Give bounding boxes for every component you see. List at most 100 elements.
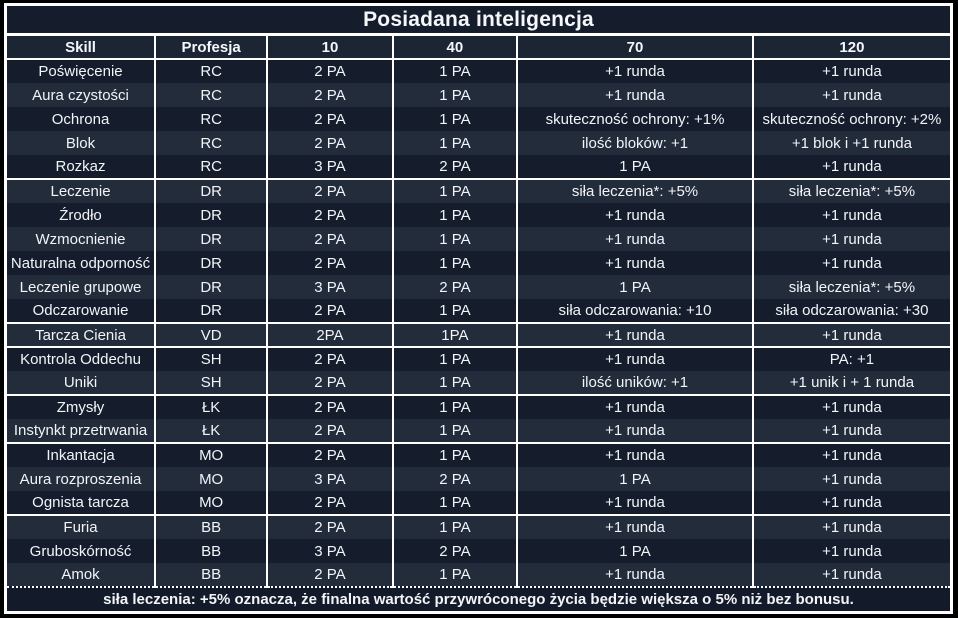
cell-40: 2 PA <box>391 155 518 179</box>
column-header-40: 40 <box>391 36 518 60</box>
cell-120: +1 runda <box>751 563 950 587</box>
footnote-row: siła leczenia: +5% oznacza, że finalna w… <box>7 586 950 611</box>
cell-10: 2 PA <box>266 563 393 587</box>
cell-10: 2 PA <box>266 394 393 419</box>
cell-profession: SH <box>154 371 268 395</box>
cell-10: 2 PA <box>266 346 393 371</box>
cell-70: siła odczarowania: +10 <box>516 299 753 323</box>
cell-70: +1 runda <box>516 563 753 587</box>
table-row: Inkantacja MO 2 PA 1 PA +1 runda +1 runda <box>7 442 950 467</box>
cell-skill: Ochrona <box>51 110 110 128</box>
cell-10: 3 PA <box>266 467 393 491</box>
cell-10: 2 PA <box>266 59 393 83</box>
cell-10: 3 PA <box>266 275 393 299</box>
cell-120: +1 runda <box>751 442 950 467</box>
table-row: Zmysły ŁK 2 PA 1 PA +1 runda +1 runda <box>7 394 950 419</box>
cell-40: 2 PA <box>391 539 518 563</box>
cell-40: 1PA <box>391 322 518 347</box>
cell-40: 1 PA <box>391 83 518 107</box>
cell-profession: ŁK <box>154 394 268 419</box>
cell-120: +1 runda <box>751 203 950 227</box>
cell-skill: Gruboskórność <box>29 542 132 560</box>
cell-10: 2 PA <box>266 442 393 467</box>
cell-40: 1 PA <box>391 394 518 419</box>
table-row: Kontrola Oddechu SH 2 PA 1 PA +1 runda PA: +1 <box>7 346 950 371</box>
cell-skill: Furia <box>7 514 156 539</box>
cell-120: +1 runda <box>751 467 950 491</box>
table-row: Rozkaz RC 3 PA 2 PA 1 PA +1 runda <box>7 155 950 179</box>
table-row: Ochrona RC 2 PA 1 PA skuteczność ochrony: +1… <box>7 107 950 131</box>
cell-skill: Wzmocnienie <box>35 230 126 248</box>
cell-skill: Odczarowanie <box>32 302 129 319</box>
cell-40: 1 PA <box>391 346 518 371</box>
cell-70: +1 runda <box>516 346 753 371</box>
cell-10: 2 PA <box>266 227 393 251</box>
cell-profession: SH <box>154 346 268 371</box>
cell-profession: VD <box>154 322 268 347</box>
cell-profession: RC <box>154 155 268 179</box>
cell-skill: Zmysły <box>7 394 156 419</box>
cell-40: 1 PA <box>391 178 518 203</box>
cell-70: +1 runda <box>516 251 753 275</box>
cell-profession: RC <box>154 83 268 107</box>
cell-10: 3 PA <box>266 155 393 179</box>
header-row: Skill Profesja 10 40 70 120 <box>7 36 950 60</box>
table-row: Odczarowanie DR 2 PA 1 PA siła odczarowania:… <box>7 299 950 323</box>
cell-70: ilość uników: +1 <box>516 371 753 395</box>
cell-10: 2 PA <box>266 107 393 131</box>
cell-70: 1 PA <box>516 275 753 299</box>
cell-120: +1 blok i +1 runda <box>751 131 950 155</box>
table-row: Leczenie DR 2 PA 1 PA siła leczenia*: +5% sił… <box>7 178 950 203</box>
cell-profession: MO <box>154 491 268 515</box>
cell-skill: Kontrola Oddechu <box>7 346 156 371</box>
cell-120: siła odczarowania: +30 <box>751 299 950 323</box>
cell-10: 2 PA <box>266 491 393 515</box>
column-header-10: 10 <box>266 36 393 60</box>
column-header-skill: Skill <box>7 36 156 60</box>
cell-skill: Źrodło <box>59 206 102 224</box>
cell-10: 2 PA <box>266 251 393 275</box>
cell-profession: MO <box>154 442 268 467</box>
cell-profession: DR <box>154 227 268 251</box>
cell-70: ilość bloków: +1 <box>516 131 753 155</box>
cell-120: +1 runda <box>751 251 950 275</box>
cell-120: +1 runda <box>751 83 950 107</box>
cell-120: +1 runda <box>751 514 950 539</box>
cell-70: +1 runda <box>516 442 753 467</box>
table-row: Aura rozproszenia MO 3 PA 2 PA 1 PA +1 runda <box>7 467 950 491</box>
cell-10: 2 PA <box>266 299 393 323</box>
table-row: Aura czystości RC 2 PA 1 PA +1 runda +1 runda <box>7 83 950 107</box>
table-row: Leczenie grupowe DR 3 PA 2 PA 1 PA siła lecze… <box>7 275 950 299</box>
cell-profession: BB <box>154 563 268 587</box>
cell-120: +1 unik i + 1 runda <box>751 371 950 395</box>
cell-40: 1 PA <box>391 251 518 275</box>
cell-10: 2 PA <box>266 514 393 539</box>
intelligence-table-panel: Posiadana inteligencja Skill Profesja 10… <box>4 3 953 614</box>
cell-profession: DR <box>154 178 268 203</box>
skill-table-body: Poświęcenie RC 2 PA 1 PA +1 runda +1 runda Aur… <box>7 59 950 587</box>
cell-profession: DR <box>154 275 268 299</box>
cell-40: 1 PA <box>391 131 518 155</box>
table-row: Naturalna odporność DR 2 PA 1 PA +1 runda +1 … <box>7 251 950 275</box>
cell-40: 1 PA <box>391 227 518 251</box>
cell-10: 2PA <box>266 322 393 347</box>
cell-skill: Leczenie <box>7 178 156 203</box>
cell-40: 1 PA <box>391 203 518 227</box>
cell-profession: DR <box>154 203 268 227</box>
cell-70: +1 runda <box>516 83 753 107</box>
cell-skill: Poświęcenie <box>38 63 123 80</box>
table-row: Uniki SH 2 PA 1 PA ilość uników: +1 +1 unik i… <box>7 371 950 395</box>
page-title: Posiadana inteligencja <box>7 6 950 36</box>
cell-70: +1 runda <box>516 227 753 251</box>
skill-table: Skill Profesja 10 40 70 120 Poświęcenie R… <box>7 36 950 611</box>
cell-profession: RC <box>154 59 268 83</box>
cell-skill: Amok <box>61 566 100 583</box>
cell-skill: Ognista tarcza <box>32 494 129 511</box>
cell-70: +1 runda <box>516 322 753 347</box>
table-header: Skill Profesja 10 40 70 120 <box>7 36 950 60</box>
cell-10: 2 PA <box>266 371 393 395</box>
cell-skill: Leczenie grupowe <box>19 278 142 296</box>
cell-10: 2 PA <box>266 419 393 443</box>
cell-70: siła leczenia*: +5% <box>516 178 753 203</box>
table-row: Blok RC 2 PA 1 PA ilość bloków: +1 +1 blok i … <box>7 131 950 155</box>
